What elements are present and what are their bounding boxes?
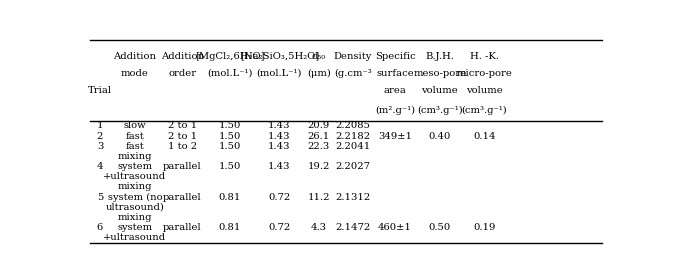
- Text: 6: 6: [97, 223, 103, 232]
- Text: 2 to 1: 2 to 1: [167, 122, 197, 130]
- Text: fast: fast: [125, 132, 144, 141]
- Text: mode: mode: [121, 69, 149, 78]
- Text: 1: 1: [97, 122, 103, 130]
- Text: mixing: mixing: [118, 182, 152, 192]
- Text: 0.19: 0.19: [473, 223, 496, 232]
- Text: 11.2: 11.2: [308, 193, 330, 202]
- Text: +ultrasound: +ultrasound: [103, 172, 167, 181]
- Text: 0.72: 0.72: [268, 193, 291, 202]
- Text: meso-pore: meso-pore: [413, 69, 466, 78]
- Text: 1.50: 1.50: [218, 132, 241, 141]
- Text: mixing: mixing: [118, 213, 152, 222]
- Text: fast: fast: [125, 142, 144, 151]
- Text: parallel: parallel: [163, 223, 201, 232]
- Text: (g.cm⁻³: (g.cm⁻³: [334, 69, 372, 78]
- Text: 26.1: 26.1: [308, 132, 330, 141]
- Text: +ultrasound: +ultrasound: [103, 233, 167, 242]
- Text: d₅₀: d₅₀: [312, 52, 326, 61]
- Text: 349±1: 349±1: [378, 132, 412, 141]
- Text: 2.2041: 2.2041: [336, 142, 371, 151]
- Text: system: system: [117, 223, 153, 232]
- Text: 1.50: 1.50: [218, 162, 241, 171]
- Text: Density: Density: [334, 52, 372, 61]
- Text: [Na₂SiO₃,5H₂O]: [Na₂SiO₃,5H₂O]: [240, 52, 319, 61]
- Text: 22.3: 22.3: [308, 142, 330, 151]
- Text: mixing: mixing: [118, 152, 152, 161]
- Text: 0.50: 0.50: [428, 223, 451, 232]
- Text: H. -K.: H. -K.: [470, 52, 499, 61]
- Text: 1 to 2: 1 to 2: [167, 142, 197, 151]
- Text: 0.40: 0.40: [428, 132, 451, 141]
- Text: 460±1: 460±1: [378, 223, 412, 232]
- Text: surface: surface: [376, 69, 414, 78]
- Text: area: area: [384, 86, 407, 95]
- Text: 2.2085: 2.2085: [336, 122, 370, 130]
- Text: volume: volume: [466, 86, 502, 95]
- Text: 4: 4: [97, 162, 103, 171]
- Text: parallel: parallel: [163, 162, 201, 171]
- Text: (μm): (μm): [307, 69, 331, 78]
- Text: 2.2027: 2.2027: [336, 162, 370, 171]
- Text: volume: volume: [421, 86, 458, 95]
- Text: Addition: Addition: [113, 52, 157, 61]
- Text: [MgCl₂,6H₂O]: [MgCl₂,6H₂O]: [195, 52, 264, 61]
- Text: Addition: Addition: [161, 52, 203, 61]
- Text: (mol.L⁻¹): (mol.L⁻¹): [207, 69, 252, 78]
- Text: Trial: Trial: [88, 86, 112, 95]
- Text: 1.43: 1.43: [268, 122, 291, 130]
- Text: 2.1312: 2.1312: [336, 193, 371, 202]
- Text: 0.72: 0.72: [268, 223, 291, 232]
- Text: (cm³.g⁻¹): (cm³.g⁻¹): [417, 106, 462, 115]
- Text: order: order: [168, 69, 197, 78]
- Text: 2.2182: 2.2182: [336, 132, 371, 141]
- Text: B.J.H.: B.J.H.: [425, 52, 454, 61]
- Text: ultrasound): ultrasound): [106, 203, 164, 212]
- Text: 1.43: 1.43: [268, 142, 291, 151]
- Text: 5: 5: [97, 193, 103, 202]
- Text: 0.14: 0.14: [473, 132, 496, 141]
- Text: 0.81: 0.81: [218, 193, 241, 202]
- Text: slow: slow: [123, 122, 146, 130]
- Text: 1.50: 1.50: [218, 142, 241, 151]
- Text: 1.50: 1.50: [218, 122, 241, 130]
- Text: Specific: Specific: [375, 52, 416, 61]
- Text: system (no: system (no: [108, 192, 162, 202]
- Text: 2: 2: [97, 132, 103, 141]
- Text: 3: 3: [97, 142, 103, 151]
- Text: (cm³.g⁻¹): (cm³.g⁻¹): [462, 106, 507, 115]
- Text: 2.1472: 2.1472: [336, 223, 371, 232]
- Text: 20.9: 20.9: [308, 122, 330, 130]
- Text: micro-pore: micro-pore: [456, 69, 513, 78]
- Text: 0.81: 0.81: [218, 223, 241, 232]
- Text: system: system: [117, 162, 153, 171]
- Text: 1.43: 1.43: [268, 162, 291, 171]
- Text: 2 to 1: 2 to 1: [167, 132, 197, 141]
- Text: 19.2: 19.2: [308, 162, 330, 171]
- Text: 4.3: 4.3: [311, 223, 327, 232]
- Text: (mol.L⁻¹): (mol.L⁻¹): [257, 69, 302, 78]
- Text: parallel: parallel: [163, 193, 201, 202]
- Text: (m².g⁻¹): (m².g⁻¹): [375, 106, 415, 115]
- Text: 1.43: 1.43: [268, 132, 291, 141]
